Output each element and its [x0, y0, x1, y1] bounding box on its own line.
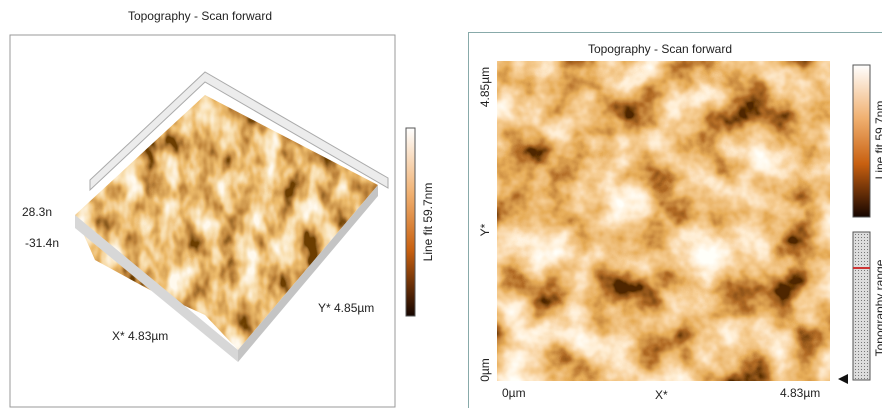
x-min: 0µm: [502, 386, 526, 400]
colorbar-label: Line fit 59.7nm: [873, 101, 882, 180]
x-axis-label: X*: [655, 388, 668, 402]
right-title: Topography - Scan forward: [588, 42, 732, 56]
topography-image: [497, 61, 830, 381]
y-min: 0µm: [478, 358, 492, 382]
y-max: 4.85µm: [478, 67, 492, 107]
left-title: Topography - Scan forward: [128, 9, 272, 23]
y-axis-label: Y*: [478, 223, 492, 236]
surface-3d: [70, 90, 390, 355]
range-label: Topography range: [873, 259, 882, 356]
z-max: 28.3n: [22, 205, 52, 219]
range-bar[interactable]: [853, 232, 870, 380]
surface-texture: [70, 90, 390, 355]
colorbar-label: Line fit 59.7nm: [421, 183, 435, 262]
colorbar: [406, 128, 415, 316]
y-axis-label: Y* 4.85µm: [318, 301, 374, 315]
z-min: -31.4n: [25, 236, 59, 250]
colorbar: [853, 65, 870, 217]
x-max: 4.83µm: [780, 386, 820, 400]
canvas: Topography - Scan forward 28.3n -31.4n X…: [0, 0, 882, 408]
screenshot: Topography - Scan forward 28.3n -31.4n X…: [0, 0, 882, 408]
x-axis-label: X* 4.83µm: [112, 329, 168, 343]
